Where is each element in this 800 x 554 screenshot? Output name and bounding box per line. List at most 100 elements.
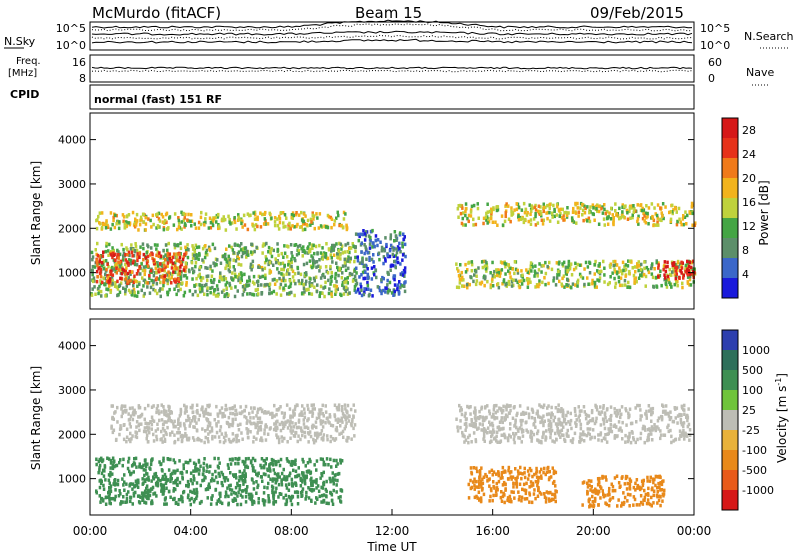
power-cell	[291, 275, 295, 279]
power-cell	[239, 263, 243, 267]
power-cell	[509, 275, 512, 279]
velocity-cell	[308, 410, 312, 414]
velocity-cell	[285, 403, 289, 407]
velocity-cell	[253, 421, 256, 426]
velocity-cell	[211, 472, 214, 477]
power-cell	[153, 271, 157, 275]
nsky-traces	[91, 19, 693, 44]
velocity-cell	[267, 481, 270, 486]
velocity-cell	[557, 433, 561, 437]
power-cell	[609, 217, 613, 221]
freq-trace	[91, 69, 693, 73]
velocity-cell	[248, 411, 251, 416]
power-cell	[228, 258, 232, 262]
velocity-cell	[242, 482, 245, 486]
power-cell	[172, 223, 176, 227]
power-cell	[623, 205, 626, 209]
velocity-cell	[221, 472, 225, 477]
power-cell	[304, 282, 307, 286]
power-cell	[323, 285, 327, 289]
velocity-cell	[290, 483, 294, 488]
velocity-cell	[199, 483, 202, 488]
power-cell	[114, 213, 117, 218]
power-cell	[122, 251, 126, 256]
power-cell	[95, 279, 99, 284]
power-cell	[173, 279, 177, 284]
velocity-cell	[495, 486, 499, 490]
velocity-cell	[228, 457, 232, 462]
power-cell	[148, 276, 151, 280]
power-cell	[490, 207, 493, 211]
velocity-cell	[540, 440, 543, 445]
velocity-cell	[238, 475, 241, 479]
velocity-cell	[522, 482, 526, 487]
velocity-cell	[246, 431, 249, 435]
velocity-cell	[209, 502, 213, 506]
power-cell	[673, 205, 677, 210]
velocity-cell	[161, 492, 165, 496]
power-cell	[119, 276, 122, 281]
power-colorbar-swatch	[722, 138, 738, 158]
velocity-cell	[234, 417, 237, 421]
power-cell	[492, 272, 496, 276]
velocity-cell	[629, 440, 633, 445]
power-cell	[267, 250, 270, 254]
power-cell	[124, 280, 128, 285]
velocity-cell	[261, 438, 264, 443]
power-cell	[182, 255, 185, 259]
power-cell	[633, 280, 636, 285]
velocity-cell	[194, 415, 197, 419]
velocity-cell	[481, 477, 484, 482]
velocity-cell	[461, 430, 464, 435]
velocity-cell	[144, 468, 147, 472]
velocity-cell	[344, 424, 347, 429]
power-cell	[233, 272, 237, 276]
velocity-cell	[563, 418, 567, 422]
power-cell	[345, 257, 348, 261]
velocity-cell	[221, 415, 224, 419]
power-cell	[569, 262, 573, 266]
velocity-cell	[501, 483, 505, 487]
power-cell	[222, 215, 225, 219]
power-cell	[634, 209, 637, 213]
velocity-cell	[527, 412, 531, 416]
velocity-cell	[279, 405, 282, 409]
power-cell	[138, 255, 141, 259]
power-cell	[527, 219, 530, 224]
velocity-cell	[210, 426, 214, 430]
power-cell	[673, 282, 676, 287]
power-cell	[676, 283, 679, 288]
velocity-cell	[340, 416, 343, 420]
power-cell	[346, 250, 349, 254]
velocity-cell	[125, 500, 129, 504]
power-cell	[163, 218, 167, 223]
velocity-cell	[271, 460, 274, 465]
velocity-cell	[325, 489, 328, 494]
power-cell	[151, 282, 155, 287]
power-cell	[588, 210, 591, 215]
power-cell	[586, 276, 589, 280]
power-cell	[621, 205, 624, 209]
power-cell	[693, 223, 697, 227]
power-cell	[252, 224, 255, 228]
velocity-cell	[293, 407, 297, 412]
velocity-cell	[302, 418, 305, 422]
velocity-cell	[294, 422, 297, 426]
power-cell	[104, 259, 108, 263]
power-cell	[518, 285, 521, 290]
power-cell	[163, 274, 166, 278]
velocity-cell	[100, 456, 103, 461]
power-cell	[507, 265, 511, 269]
velocity-cell	[224, 403, 228, 408]
velocity-cell	[535, 471, 538, 475]
velocity-cell	[547, 412, 551, 416]
power-cell	[651, 275, 655, 280]
velocity-cell	[643, 425, 646, 429]
velocity-cell	[540, 416, 544, 420]
power-cell	[180, 210, 183, 215]
power-cell	[294, 243, 298, 247]
velocity-cell	[551, 439, 554, 443]
velocity-cell	[171, 471, 174, 476]
power-cell	[135, 294, 139, 298]
velocity-cell	[321, 403, 324, 408]
